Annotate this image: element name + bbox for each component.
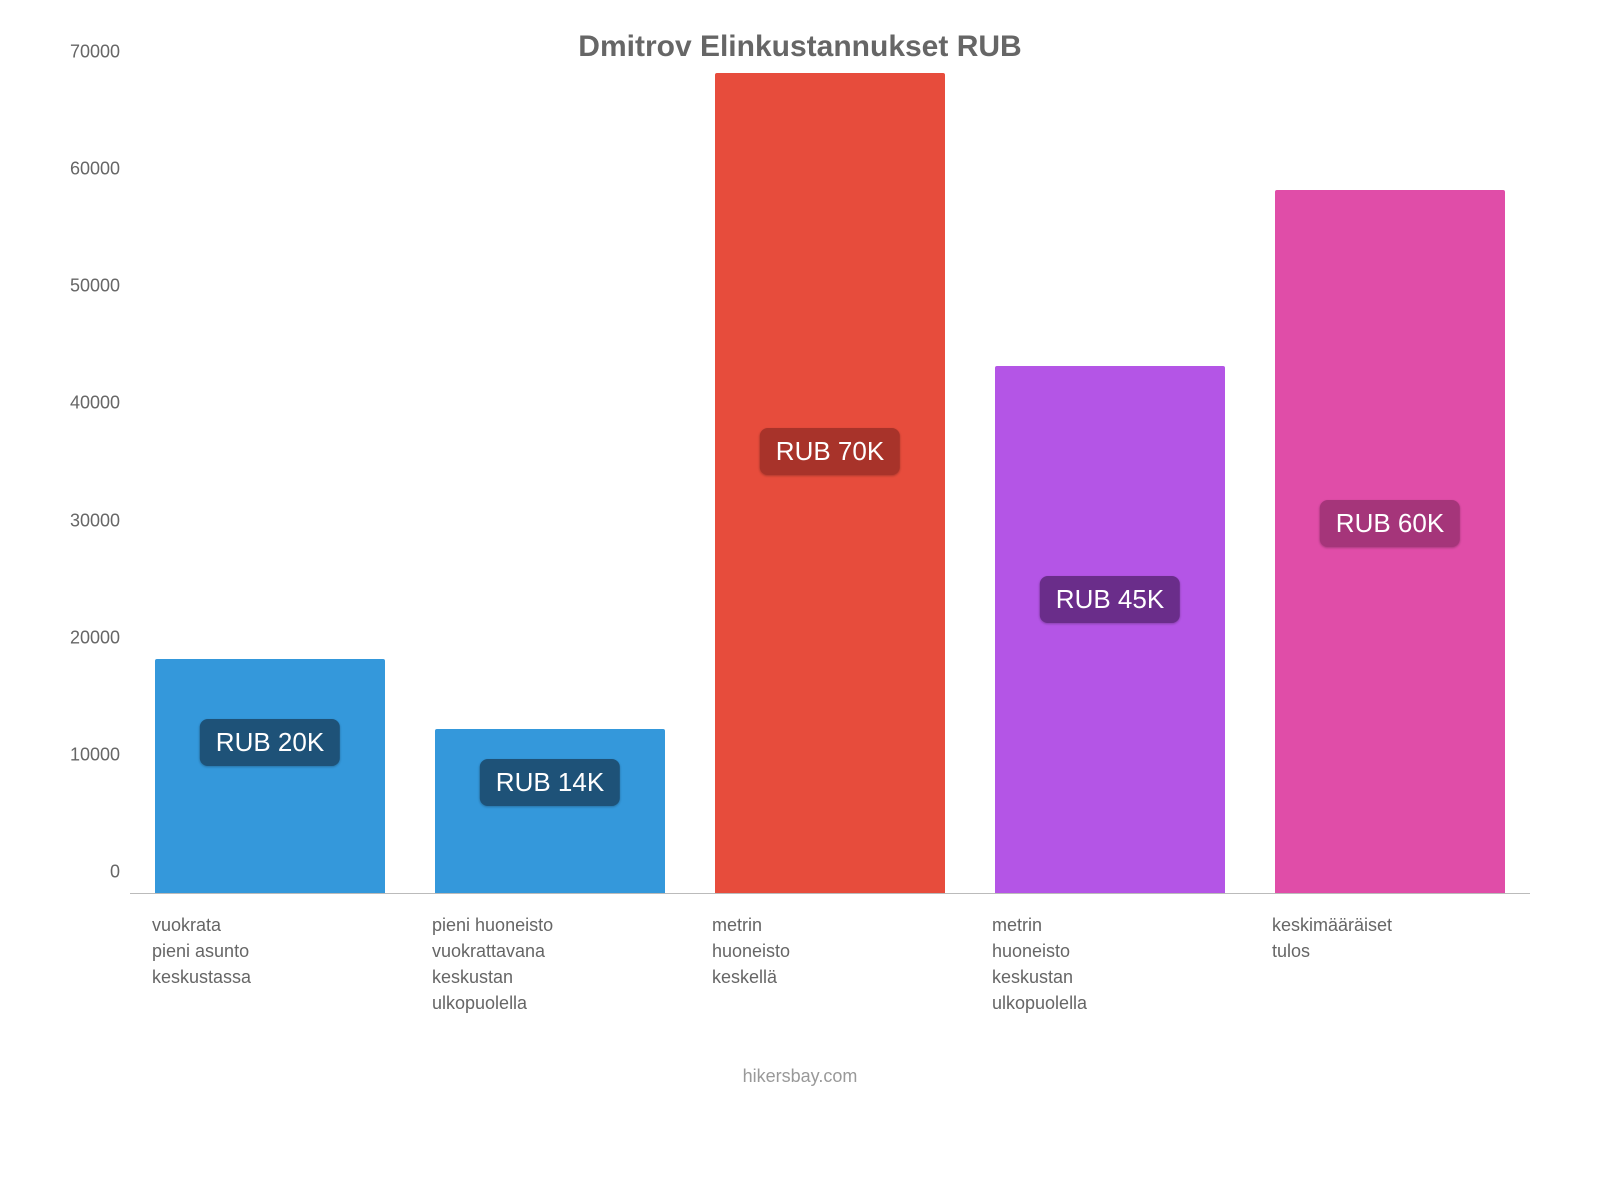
y-tick: 50000 bbox=[40, 276, 120, 297]
bar-slot: RUB 60K bbox=[1250, 74, 1530, 893]
y-tick: 60000 bbox=[40, 159, 120, 180]
bars-group: RUB 20K RUB 14K RUB 70K RUB 45K RUB 60K bbox=[130, 74, 1530, 893]
y-tick: 30000 bbox=[40, 510, 120, 531]
y-tick: 40000 bbox=[40, 393, 120, 414]
x-axis-labels: vuokratapieni asuntokeskustassapieni huo… bbox=[130, 912, 1530, 1016]
bar-value-label: RUB 20K bbox=[200, 719, 340, 766]
y-tick: 0 bbox=[40, 862, 120, 883]
x-axis-label: metrinhuoneistokeskellä bbox=[690, 912, 970, 1016]
plot-container: RUB 20KRUB 14KRUB 70KRUB 45KRUB 60K 0100… bbox=[130, 74, 1530, 894]
bar: RUB 14K bbox=[435, 729, 665, 893]
x-axis-label: metrinhuoneistokeskustanulkopuolella bbox=[970, 912, 1250, 1016]
y-tick: 70000 bbox=[40, 42, 120, 63]
y-tick: 20000 bbox=[40, 627, 120, 648]
bar-value-label: RUB 45K bbox=[1040, 576, 1180, 623]
bar-slot: RUB 70K bbox=[690, 74, 970, 893]
bar-value-label: RUB 70K bbox=[760, 428, 900, 475]
bar-slot: RUB 20K bbox=[130, 74, 410, 893]
y-tick: 10000 bbox=[40, 744, 120, 765]
bar-slot: RUB 14K bbox=[410, 74, 690, 893]
bar: RUB 45K bbox=[995, 366, 1225, 893]
chart-title: Dmitrov Elinkustannukset RUB bbox=[40, 30, 1560, 64]
attribution-text: hikersbay.com bbox=[40, 1066, 1560, 1087]
x-axis-label: pieni huoneistovuokrattavanakeskustanulk… bbox=[410, 912, 690, 1016]
bar-slot: RUB 45K bbox=[970, 74, 1250, 893]
x-axis-label: keskimääräisettulos bbox=[1250, 912, 1530, 1016]
bar-value-label: RUB 60K bbox=[1320, 500, 1460, 547]
plot-area: RUB 20KRUB 14KRUB 70KRUB 45KRUB 60K 0100… bbox=[130, 74, 1530, 894]
bar: RUB 20K bbox=[155, 659, 385, 893]
bar: RUB 60K bbox=[1275, 190, 1505, 893]
bar-value-label: RUB 14K bbox=[480, 759, 620, 806]
chart-container: Dmitrov Elinkustannukset RUB RUB 20KRUB … bbox=[0, 0, 1600, 1200]
bar: RUB 70K bbox=[715, 73, 945, 893]
x-axis-label: vuokratapieni asuntokeskustassa bbox=[130, 912, 410, 1016]
